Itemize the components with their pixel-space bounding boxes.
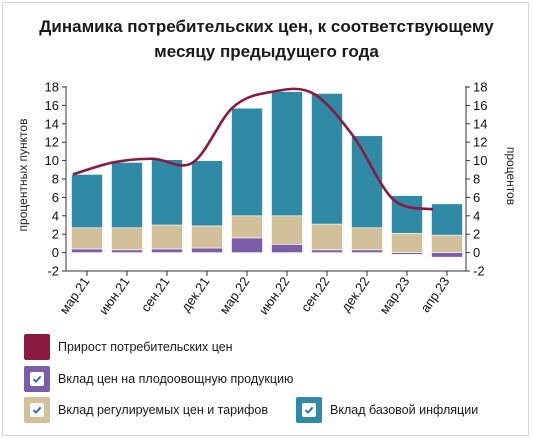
y-tick-label-right: -2 xyxy=(473,264,485,279)
bar-segment xyxy=(191,247,223,253)
x-tick-label: дек.22 xyxy=(338,274,372,314)
bar-segment xyxy=(271,215,303,245)
bar-segment xyxy=(311,249,343,253)
bar-segment xyxy=(431,203,463,236)
legend-swatch-fruit-veg xyxy=(24,366,50,392)
x-tick-label: апр.23 xyxy=(417,274,452,315)
y-tick-label-right: 10 xyxy=(473,153,487,168)
bar-segment xyxy=(111,227,143,251)
y-tick-label-left: 16 xyxy=(45,98,59,113)
y-tick-label-left: 10 xyxy=(45,153,59,168)
legend-label-regulated: Вклад регулируемых цен и тарифов xyxy=(58,403,268,417)
y-tick-label-right: 8 xyxy=(473,172,480,187)
bar-segment xyxy=(231,107,263,217)
bar-segment xyxy=(111,162,143,229)
chart-title: Динамика потребительских цен, к соответс… xyxy=(0,14,533,64)
bar-segment xyxy=(71,174,103,229)
bar-segment xyxy=(151,248,183,253)
cpi-growth-line xyxy=(72,87,434,211)
y-tick-label-left: 2 xyxy=(52,227,59,242)
legend-swatch-cpi-growth xyxy=(24,334,50,360)
bar-segment xyxy=(431,252,463,258)
x-tick-label: сен.21 xyxy=(138,274,173,315)
y-tick-label-left: 8 xyxy=(52,172,59,187)
checkbox-icon[interactable] xyxy=(30,403,44,417)
chart-title-text: Динамика потребительских цен, к соответс… xyxy=(39,17,494,61)
y-tick-label-left: 6 xyxy=(52,190,59,205)
y-axis-title-right: процентов xyxy=(504,147,518,205)
y-tick-label-left: 14 xyxy=(45,116,59,131)
bar-segment xyxy=(311,223,343,251)
checkbox-icon[interactable] xyxy=(30,372,44,386)
bar-segment xyxy=(391,232,423,253)
bar-segment xyxy=(151,224,183,250)
bar-segment xyxy=(351,135,383,229)
bar-segment xyxy=(231,215,263,239)
bar-segment xyxy=(351,227,383,251)
checkbox-icon[interactable] xyxy=(302,403,316,417)
x-tick-label: дек.21 xyxy=(178,274,212,314)
bar-segment xyxy=(191,160,223,227)
legend-swatch-core xyxy=(296,397,322,423)
legend-label-core: Вклад базовой инфляции xyxy=(330,403,479,417)
legend-swatch-regulated xyxy=(24,397,50,423)
y-tick-label-right: 4 xyxy=(473,208,480,223)
y-tick-label-left: -2 xyxy=(47,264,59,279)
bar-segment xyxy=(271,91,303,217)
y-tick-label-right: 0 xyxy=(473,245,480,260)
y-tick-label-left: 12 xyxy=(45,135,59,150)
y-tick-label-left: 18 xyxy=(45,80,59,95)
bar-segment xyxy=(191,225,223,249)
legend-item-cpi-growth[interactable]: Прирост потребительских цен xyxy=(24,334,233,360)
legend-label-cpi-growth: Прирост потребительских цен xyxy=(58,340,233,354)
bar-segment xyxy=(231,237,263,253)
legend-item-fruit-veg[interactable]: Вклад цен на плодоовощную продукцию xyxy=(24,366,293,392)
bar-segment xyxy=(111,249,143,253)
legend-item-core[interactable]: Вклад базовой инфляции xyxy=(296,397,478,423)
y-axis-title-left: процентных пунктов xyxy=(16,119,30,232)
y-tick-label-right: 14 xyxy=(473,116,487,131)
legend-item-regulated[interactable]: Вклад регулируемых цен и тарифов xyxy=(24,397,268,423)
bar-segment xyxy=(351,249,383,253)
x-tick-label: мар.22 xyxy=(216,274,252,317)
bar-segment xyxy=(71,227,103,250)
y-tick-label-right: 12 xyxy=(473,135,487,150)
x-tick-label: мар.23 xyxy=(376,274,412,317)
bar-segment xyxy=(71,248,103,253)
y-tick-label-right: 6 xyxy=(473,190,480,205)
y-tick-label-left: 4 xyxy=(52,208,59,223)
x-tick-label: мар.21 xyxy=(56,274,92,317)
y-tick-label-right: 16 xyxy=(473,98,487,113)
bar-segment xyxy=(151,159,183,226)
bar-segment xyxy=(271,244,303,253)
bar-segment xyxy=(431,234,463,253)
x-tick-label: июн.21 xyxy=(96,274,133,317)
bar-segment xyxy=(311,93,343,225)
y-tick-label-right: 2 xyxy=(473,227,480,242)
y-tick-label-left: 0 xyxy=(52,245,59,260)
x-tick-label: сен.22 xyxy=(298,274,333,315)
x-tick-label: июн.22 xyxy=(256,274,293,317)
legend-label-fruit-veg: Вклад цен на плодоовощную продукцию xyxy=(58,372,294,386)
y-tick-label-right: 18 xyxy=(473,80,487,95)
